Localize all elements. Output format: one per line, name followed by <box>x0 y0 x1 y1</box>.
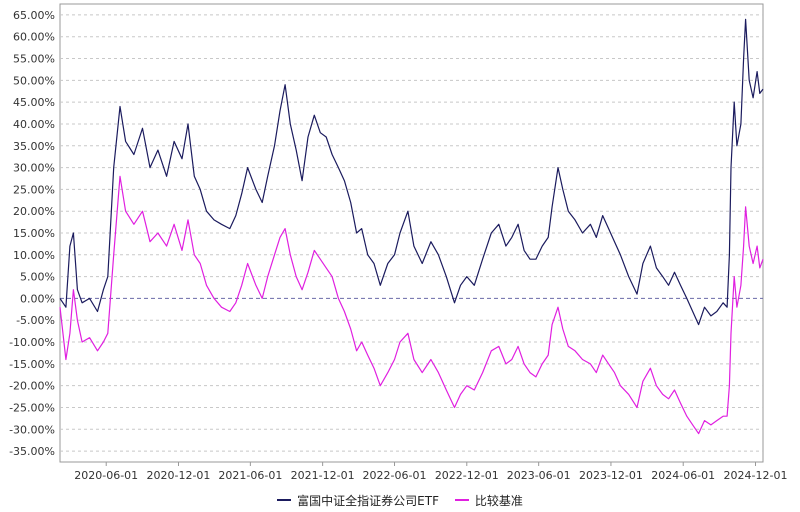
y-tick-label: 55.00% <box>13 53 55 66</box>
x-axis-ticks: 2020-06-01 2020-12-01 2021-06-01 2021-12-01… <box>74 462 787 482</box>
x-tick-label: 2022-12-01 <box>435 469 499 482</box>
y-tick-label: 5.00% <box>20 271 55 284</box>
y-tick-label: 20.00% <box>13 205 55 218</box>
y-tick-label: -15.00% <box>9 358 55 371</box>
y-tick-label: 60.00% <box>13 31 55 44</box>
x-tick-label: 2023-06-01 <box>507 469 571 482</box>
x-tick-label: 2021-12-01 <box>291 469 355 482</box>
y-tick-label: -10.00% <box>9 336 55 349</box>
legend-item-etf: 富国中证全指证券公司ETF <box>277 492 439 509</box>
series-line-etf <box>59 18 764 326</box>
x-tick-label: 2024-06-01 <box>651 469 715 482</box>
y-tick-label: 40.00% <box>13 118 55 131</box>
series-lines <box>59 18 764 435</box>
legend-swatch-etf <box>277 499 292 501</box>
gridlines <box>60 14 763 452</box>
y-tick-label: 65.00% <box>13 9 55 22</box>
y-tick-label: -20.00% <box>9 380 55 393</box>
x-tick-label: 2020-06-01 <box>74 469 138 482</box>
y-tick-label: 35.00% <box>13 140 55 153</box>
y-tick-label: -35.00% <box>9 445 55 458</box>
y-tick-label: 30.00% <box>13 162 55 175</box>
y-tick-label: 10.00% <box>13 249 55 262</box>
x-tick-label: 2022-06-01 <box>363 469 427 482</box>
y-tick-label: -30.00% <box>9 423 55 436</box>
legend: 富国中证全指证券公司ETF 比较基准 <box>0 490 800 509</box>
legend-swatch-benchmark <box>454 499 469 501</box>
y-tick-label: -25.00% <box>9 401 55 414</box>
y-tick-label: 0.00% <box>20 292 55 305</box>
x-tick-label: 2023-12-01 <box>579 469 643 482</box>
y-axis-ticks: 65.00% 60.00% 55.00% 50.00% 45.00% 40.00% 35.0… <box>9 9 55 458</box>
y-tick-label: 50.00% <box>13 74 55 87</box>
legend-label-etf: 富国中证全指证券公司ETF <box>297 493 439 508</box>
x-tick-label: 2020-12-01 <box>147 469 211 482</box>
x-tick-label: 2021-06-01 <box>218 469 282 482</box>
x-tick-label: 2024-12-01 <box>724 469 788 482</box>
series-line-benchmark <box>59 175 764 435</box>
legend-item-benchmark: 比较基准 <box>454 492 523 509</box>
legend-label-benchmark: 比较基准 <box>474 493 523 508</box>
y-tick-label: -5.00% <box>16 314 55 327</box>
y-tick-label: 25.00% <box>13 183 55 196</box>
y-tick-label: 15.00% <box>13 227 55 240</box>
y-tick-label: 45.00% <box>13 96 55 109</box>
